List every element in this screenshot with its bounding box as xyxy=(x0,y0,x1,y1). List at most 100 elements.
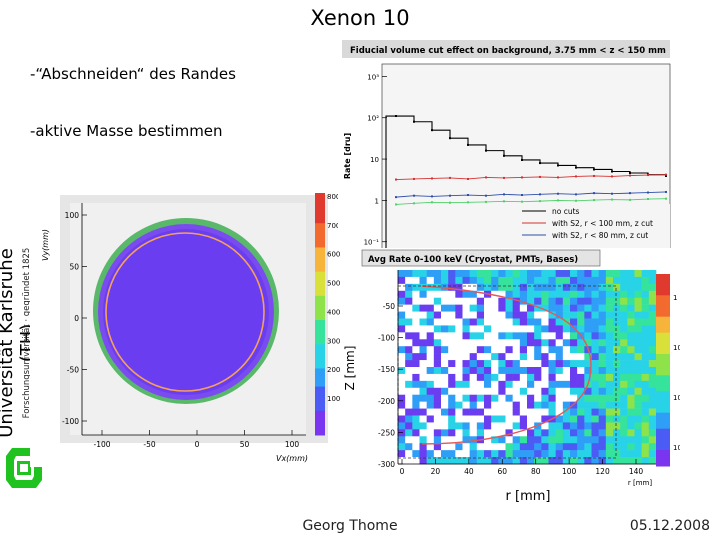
chart3-xtick-label: 60 xyxy=(498,467,508,476)
chart3-heatmap-cell xyxy=(412,457,420,465)
chart3-heatmap-cell xyxy=(441,422,449,430)
chart3-heatmap-cell xyxy=(562,367,571,375)
chart3-heatmap-cell xyxy=(613,325,621,333)
chart3-heatmap-cell xyxy=(441,297,449,305)
chart3-heatmap-cell xyxy=(620,339,628,347)
chart3-heatmap-cell xyxy=(634,325,642,333)
chart3-heatmap-cell xyxy=(441,276,449,285)
chart3-heatmap-cell xyxy=(491,360,499,368)
chart3-heatmap-cell xyxy=(648,380,657,389)
chart3-heatmap-cell xyxy=(534,380,542,389)
chart3-heatmap-cell xyxy=(412,436,420,444)
chart3-heatmap-cell xyxy=(584,394,592,402)
chart3-heatmap-cell xyxy=(491,367,499,375)
chart3-heatmap-cell xyxy=(398,304,406,312)
chart3-heatmap-cell xyxy=(441,290,449,299)
chart3-heatmap-cell xyxy=(570,450,578,458)
chart3-heatmap-cell xyxy=(648,283,657,292)
chart3-heatmap-cell xyxy=(527,332,535,340)
chart1-colorbar-cell xyxy=(315,344,325,351)
chart3-heatmap-cell xyxy=(419,353,427,361)
chart3-heatmap-cell xyxy=(613,401,621,409)
chart3-heatmap-cell xyxy=(548,387,556,396)
chart3-heatmap-cell xyxy=(462,408,470,416)
chart3-heatmap-cell xyxy=(426,436,435,444)
chart3-heatmap-cell xyxy=(534,367,542,375)
chart1-colorbar-cell xyxy=(315,392,325,400)
chart3-heatmap-cell xyxy=(613,311,621,319)
chart3-heatmap-cell xyxy=(512,318,521,326)
chart3-heatmap-cell xyxy=(505,311,513,319)
chart1-colorbar-cell xyxy=(315,295,325,303)
chart3-heatmap-cell xyxy=(541,318,549,326)
chart3-heatmap-cell xyxy=(405,394,413,402)
chart1-xtick-label: 100 xyxy=(285,440,300,449)
chart3-heatmap-cell xyxy=(441,394,449,402)
chart3-heatmap-cell xyxy=(476,290,485,299)
chart3-heatmap-cell xyxy=(527,318,535,326)
chart3-heatmap-cell xyxy=(441,401,449,409)
chart3-heatmap-cell xyxy=(527,436,535,444)
chart3-heatmap-cell xyxy=(591,304,599,312)
chart3-heatmap-cell xyxy=(448,346,456,354)
chart3-heatmap-cell xyxy=(476,283,485,292)
chart3-heatmap-cell xyxy=(534,353,542,361)
chart3-heatmap-cell xyxy=(527,415,535,423)
chart2-ylabel: Rate [dru] xyxy=(343,133,352,179)
chart3-heatmap-cell xyxy=(541,450,549,458)
chart3-heatmap-cell xyxy=(455,380,463,389)
chart3-heatmap-cell xyxy=(476,429,485,437)
chart3-colorbar-cell xyxy=(656,300,670,307)
chart3-heatmap-cell xyxy=(448,318,456,326)
chart3-heatmap-cell xyxy=(527,283,535,292)
chart3-heatmap-cell xyxy=(541,373,549,382)
chart3-heatmap-cell xyxy=(634,415,642,423)
chart3-heatmap-cell xyxy=(484,457,492,465)
chart3-heatmap-cell xyxy=(505,450,513,458)
chart3-heatmap-cell xyxy=(620,429,628,437)
chart3-heatmap-cell xyxy=(433,373,442,382)
chart1-colorbar-cell xyxy=(315,410,325,418)
chart3-heatmap-cell xyxy=(641,290,650,299)
chart3-heatmap-cell xyxy=(584,276,592,285)
chart3-colorbar-cell xyxy=(656,412,670,419)
chart3-heatmap-cell xyxy=(398,270,406,278)
chart3-heatmap-cell xyxy=(498,422,506,430)
chart1-colorbar-cell xyxy=(315,259,325,267)
chart3-heatmap-cell xyxy=(634,290,642,299)
chart3-heatmap-cell xyxy=(433,429,442,437)
chart3-heatmap-cell xyxy=(555,450,564,458)
chart3-heatmap-cell xyxy=(476,297,485,305)
chart3-heatmap-cell xyxy=(484,422,492,430)
chart3-heatmap-cell xyxy=(498,401,506,409)
chart3-heatmap-cell xyxy=(405,401,413,409)
chart3-heatmap-cell xyxy=(548,276,556,285)
chart3-heatmap-cell xyxy=(570,360,578,368)
chart3-heatmap-cell xyxy=(613,297,621,305)
chart3-heatmap-cell xyxy=(562,443,571,451)
chart3-heatmap-cell xyxy=(491,325,499,333)
chart2-data-point xyxy=(413,120,415,123)
chart3-heatmap-cell xyxy=(462,332,470,340)
chart3-heatmap-cell xyxy=(627,332,635,340)
chart3-heatmap-cell xyxy=(476,373,485,382)
chart3-heatmap-cell xyxy=(498,436,506,444)
chart3-heatmap-cell xyxy=(505,304,513,312)
chart3-heatmap-cell xyxy=(433,353,442,361)
chart3-heatmap-cell xyxy=(648,311,657,319)
chart3-heatmap-cell xyxy=(519,450,528,458)
chart3-heatmap-cell xyxy=(548,346,556,354)
chart3-heatmap-cell xyxy=(412,276,420,285)
chart3-heatmap-cell xyxy=(498,283,506,292)
chart3-heatmap-cell xyxy=(641,360,650,368)
chart2-data-point xyxy=(395,178,397,181)
chart3-heatmap-cell xyxy=(598,304,607,312)
chart3-heatmap-cell xyxy=(405,443,413,451)
footer-author: Georg Thome xyxy=(302,518,398,534)
chart3-heatmap-cell xyxy=(541,401,549,409)
chart3-heatmap-cell xyxy=(426,304,435,312)
chart3-heatmap-cell xyxy=(555,297,564,305)
chart3-heatmap-cell xyxy=(598,422,607,430)
chart3-heatmap-cell xyxy=(491,394,499,402)
chart3-heatmap-cell xyxy=(634,443,642,451)
